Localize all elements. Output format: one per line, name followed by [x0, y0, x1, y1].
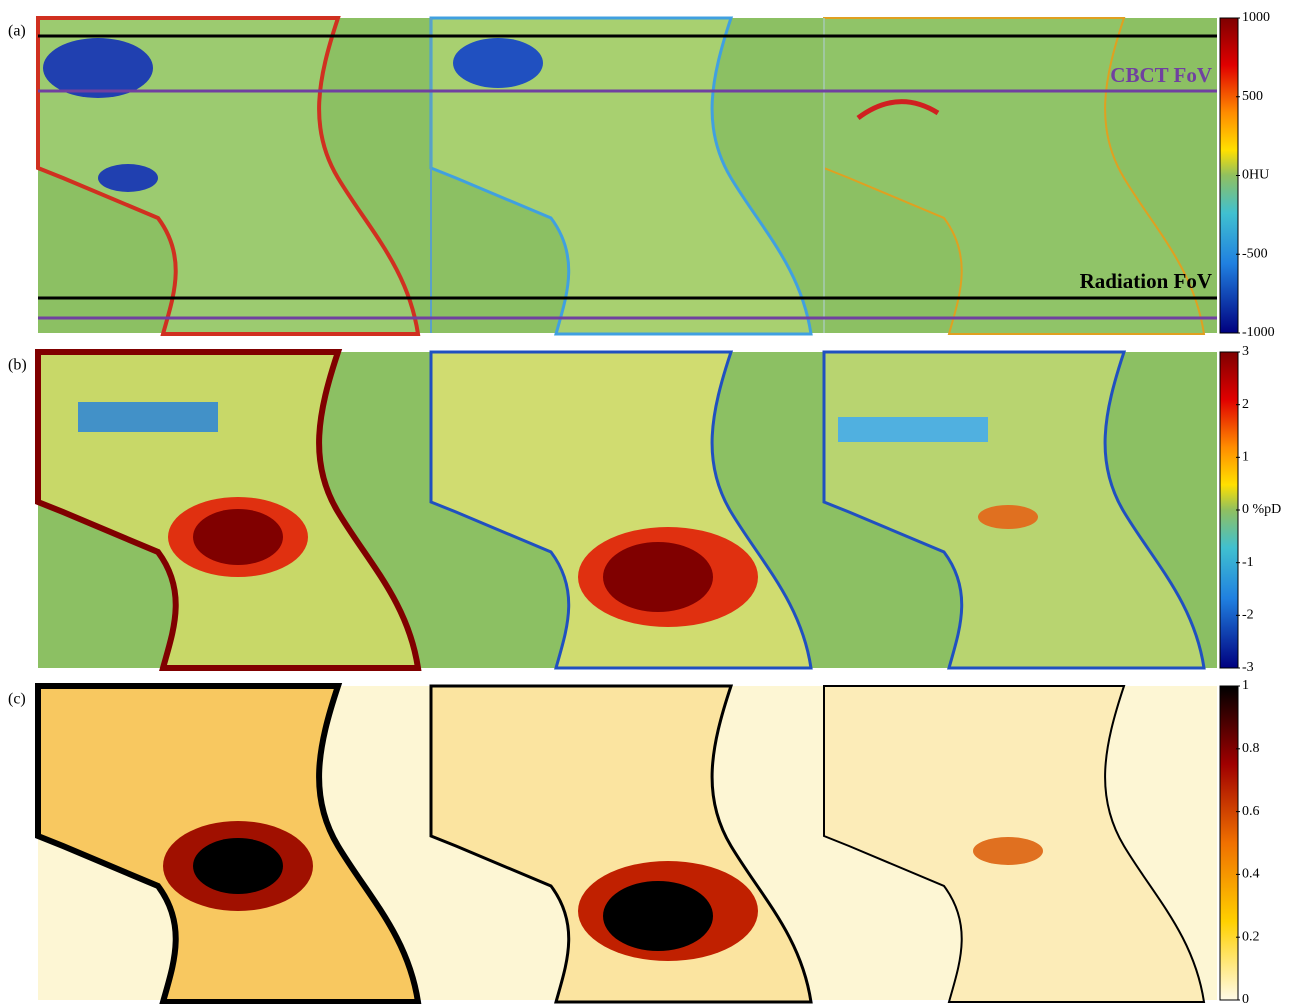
- artifact: [453, 38, 543, 88]
- colorbar-tick-label: -1: [1242, 555, 1254, 570]
- uncertainty-region: [973, 837, 1043, 865]
- colorbar-tick-label: 500: [1242, 89, 1263, 104]
- colorbar-tick-label: 0 %pD: [1242, 502, 1281, 517]
- colorbar-tick-label: 0.2: [1242, 929, 1260, 944]
- colorbar-tick-label: 0.8: [1242, 741, 1260, 756]
- colorbar-tick-label: 2: [1242, 397, 1249, 412]
- colorbar-tick-label: 0.6: [1242, 804, 1260, 819]
- artifact: [43, 38, 153, 98]
- panel-label: (c): [8, 691, 26, 708]
- artifact: [98, 164, 158, 192]
- annotation: Radiation FoV: [1080, 269, 1212, 293]
- image-row: [38, 18, 1204, 334]
- colorbar-tick-label: 1000: [1242, 10, 1270, 25]
- colorbars: [1220, 18, 1238, 1000]
- colorbar-tick-label: 0: [1242, 992, 1249, 1004]
- dose-region: [838, 417, 988, 442]
- colorbar-tick-label: 1: [1242, 678, 1249, 693]
- colorbar-tick-label: 0.4: [1242, 867, 1260, 882]
- dose-region: [603, 542, 713, 612]
- image-row: [38, 352, 1204, 668]
- colorbar-tick-label: -3: [1242, 660, 1254, 675]
- uncertainty-region: [603, 881, 713, 951]
- panel-label: (a): [8, 23, 26, 40]
- colorbar: [1220, 352, 1238, 668]
- panel-c: [38, 686, 1217, 1002]
- dose-region: [978, 505, 1038, 529]
- colorbar-tick-label: -500: [1242, 246, 1268, 261]
- panel-b: [38, 352, 1217, 668]
- colorbar-tick-label: 3: [1242, 344, 1249, 359]
- colorbar-tick-label: -1000: [1242, 325, 1275, 340]
- colorbar: [1220, 18, 1238, 333]
- panel-label: (b): [8, 357, 27, 374]
- colorbar: [1220, 686, 1238, 1000]
- colorbar-tick-label: 0HU: [1242, 168, 1269, 183]
- figure: CBCT FoV Radiation FoV (a) (b) (c) 1000 5…: [0, 0, 1292, 1004]
- dose-region: [193, 509, 283, 565]
- colorbar-tick-label: -2: [1242, 608, 1254, 623]
- image-row: [38, 686, 1204, 1002]
- uncertainty-region: [193, 838, 283, 894]
- colorbar-tick-label: 1: [1242, 450, 1249, 465]
- annotation: CBCT FoV: [1110, 63, 1212, 87]
- dose-region: [78, 402, 218, 432]
- panel-a: CBCT FoV Radiation FoV: [38, 18, 1217, 334]
